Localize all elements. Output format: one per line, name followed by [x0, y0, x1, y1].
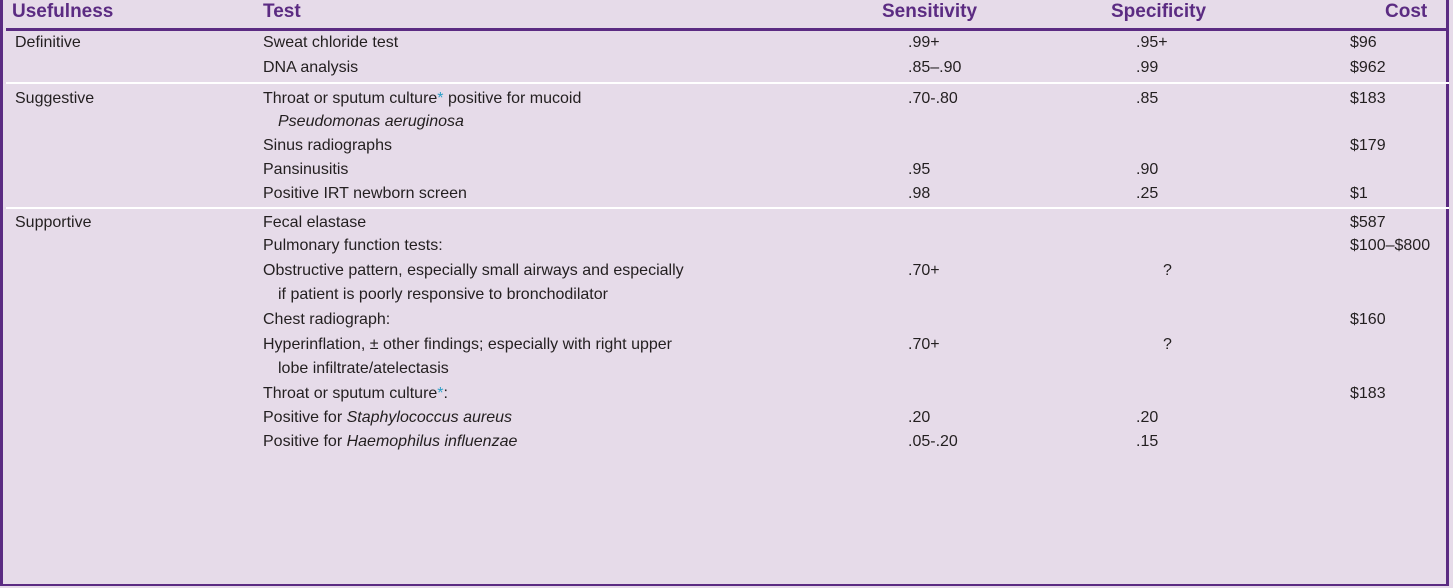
cell-test: Chest radiograph:	[263, 311, 391, 328]
cell-sensitivity: .70+	[908, 262, 940, 279]
cell-test: Positive for Haemophilus influenzae	[263, 433, 518, 450]
cell-test: Throat or sputum culture* positive for m…	[263, 90, 582, 107]
cell-cost: $962	[1350, 59, 1386, 76]
group-divider	[6, 207, 1449, 209]
cell-cost: $100–$800	[1350, 237, 1431, 254]
cell-test: DNA analysis	[263, 59, 359, 76]
cell-test: Pulmonary function tests:	[263, 237, 443, 254]
cell-sensitivity: .20	[908, 409, 931, 426]
cell-test: Pansinusitis	[263, 161, 349, 178]
header-specificity: Specificity	[1111, 1, 1207, 22]
cell-cost: $183	[1350, 90, 1386, 107]
table-header: Usefulness Test Sensitivity Specificity …	[3, 0, 1452, 28]
cell-cost: $96	[1350, 34, 1377, 51]
cell-specificity: .99	[1136, 59, 1159, 76]
header-sensitivity: Sensitivity	[882, 1, 978, 22]
cell-cost: $1	[1350, 185, 1368, 202]
cell-sensitivity: .05-.20	[908, 433, 958, 450]
cell-test: Sinus radiographs	[263, 137, 392, 154]
cell-specificity: ?	[1163, 336, 1172, 353]
cell-specificity: .90	[1136, 161, 1159, 178]
cell-specificity: .25	[1136, 185, 1159, 202]
cell-test-continued: lobe infiltrate/atelectasis	[278, 360, 449, 377]
cell-test: Fecal elastase	[263, 214, 367, 231]
cell-usefulness: Suggestive	[15, 90, 95, 107]
header-test: Test	[263, 1, 301, 22]
cell-usefulness: Supportive	[15, 214, 92, 231]
cell-cost: $587	[1350, 214, 1386, 231]
group-divider	[6, 82, 1449, 84]
header-rule	[6, 28, 1449, 31]
cell-usefulness: Definitive	[15, 34, 81, 51]
footnote-asterisk: *	[437, 385, 444, 402]
cell-specificity: .20	[1136, 409, 1159, 426]
cell-specificity: .95+	[1136, 34, 1168, 51]
cell-specificity: .15	[1136, 433, 1159, 450]
cell-cost: $160	[1350, 311, 1386, 328]
footnote-asterisk: *	[437, 90, 444, 107]
header-usefulness: Usefulness	[12, 1, 114, 22]
cell-specificity: ?	[1163, 262, 1172, 279]
cell-test: Throat or sputum culture*:	[263, 385, 448, 402]
cell-sensitivity: .85–.90	[908, 59, 962, 76]
header-cost: Cost	[1385, 1, 1428, 22]
cell-cost: $183	[1350, 385, 1386, 402]
cell-sensitivity: .99+	[908, 34, 940, 51]
cell-sensitivity: .70+	[908, 336, 940, 353]
cell-test: Sweat chloride test	[263, 34, 399, 51]
cell-sensitivity: .98	[908, 185, 931, 202]
cell-cost: $179	[1350, 137, 1386, 154]
cell-test: Obstructive pattern, especially small ai…	[263, 262, 684, 279]
cell-sensitivity: .95	[908, 161, 931, 178]
cell-test: Hyperinflation, ± other findings; especi…	[263, 336, 672, 353]
cell-test-continued: Pseudomonas aeruginosa	[278, 113, 464, 130]
cell-test-continued: if patient is poorly responsive to bronc…	[278, 286, 608, 303]
cell-specificity: .85	[1136, 90, 1159, 107]
cell-test: Positive IRT newborn screen	[263, 185, 467, 202]
cell-test: Positive for Staphylococcus aureus	[263, 409, 513, 426]
cell-sensitivity: .70-.80	[908, 90, 958, 107]
